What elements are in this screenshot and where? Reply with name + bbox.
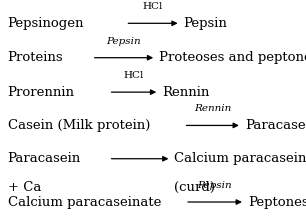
Text: Rennin: Rennin xyxy=(194,104,231,113)
Text: Calcium paracaseinate: Calcium paracaseinate xyxy=(174,152,306,165)
Text: Paracasein: Paracasein xyxy=(245,119,306,132)
Text: Paracasein: Paracasein xyxy=(8,152,81,165)
Text: HCl: HCl xyxy=(143,2,163,11)
Text: Prorennin: Prorennin xyxy=(8,86,75,99)
Text: Calcium paracaseinate: Calcium paracaseinate xyxy=(8,196,161,208)
Text: Pepsin: Pepsin xyxy=(198,181,232,190)
Text: + Ca: + Ca xyxy=(8,181,41,194)
Text: Casein (Milk protein): Casein (Milk protein) xyxy=(8,119,150,132)
Text: HCl: HCl xyxy=(124,71,144,80)
Text: Pepsinogen: Pepsinogen xyxy=(8,17,84,30)
Text: Peptones: Peptones xyxy=(248,196,306,208)
Text: (curd): (curd) xyxy=(174,181,215,194)
Text: Proteins: Proteins xyxy=(8,51,63,64)
Text: Rennin: Rennin xyxy=(162,86,210,99)
Text: Pepsin: Pepsin xyxy=(184,17,227,30)
Text: Pepsin: Pepsin xyxy=(106,36,141,46)
Text: Proteoses and peptones: Proteoses and peptones xyxy=(159,51,306,64)
